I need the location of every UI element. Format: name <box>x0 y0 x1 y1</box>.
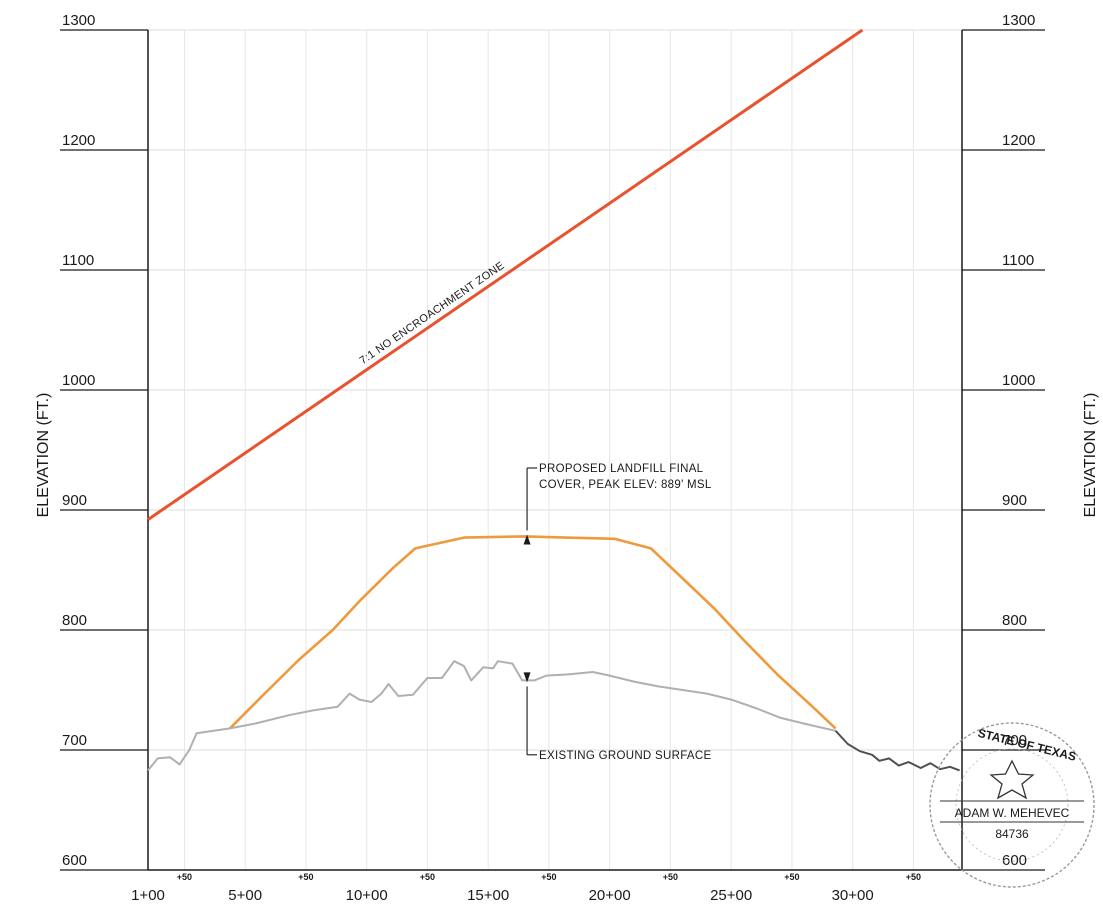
y-tick-label-left: 1100 <box>62 252 94 269</box>
series-line-ground-tail <box>834 730 960 772</box>
y-tick-label-left: 700 <box>62 732 87 749</box>
y-tick-label-right: 600 <box>1002 852 1027 869</box>
y-axis-title-right: ELEVATION (FT.) <box>1082 393 1099 518</box>
x-half-tick-label: +50 <box>784 872 799 882</box>
x-half-tick-label: +50 <box>298 872 313 882</box>
y-tick-label-left: 1000 <box>62 372 95 389</box>
y-tick-label-left: 1200 <box>62 132 95 149</box>
x-half-tick-label: +50 <box>906 872 921 882</box>
y-tick-label-right: 1300 <box>1002 12 1035 29</box>
y-axis-title-left: ELEVATION (FT.) <box>35 393 52 518</box>
y-tick-label-right: 1000 <box>1002 372 1035 389</box>
y-tick-label-right: 1100 <box>1002 252 1034 269</box>
x-tick-label: 10+00 <box>346 887 388 904</box>
series-lines <box>147 28 960 772</box>
y-tick-label-right: 700 <box>1002 732 1027 749</box>
callout-text-line: EXISTING GROUND SURFACE <box>539 750 711 762</box>
callout-cover: PROPOSED LANDFILL FINAL COVER, PEAK ELEV:… <box>523 463 712 545</box>
encroachment-zone-label: 7:1 NO ENCROACHMENT ZONE <box>358 260 507 367</box>
y-tick-label-right: 800 <box>1002 612 1027 629</box>
axes <box>147 30 963 871</box>
y-tick-label-right: 900 <box>1002 492 1027 509</box>
callout-ground: EXISTING GROUND SURFACE <box>523 672 711 762</box>
callout-text-line: PROPOSED LANDFILL FINAL <box>539 463 704 475</box>
y-tick-label-left: 900 <box>62 492 87 509</box>
x-tick-label: 25+00 <box>710 887 752 904</box>
seal-license-number: 84736 <box>995 827 1029 841</box>
x-half-tick-label: +50 <box>177 872 192 882</box>
y-tick-label-right: 1200 <box>1002 132 1035 149</box>
star-icon <box>989 759 1035 800</box>
callout-text-line: COVER, PEAK ELEV: 889' MSL <box>539 479 712 491</box>
x-half-tick-label: +50 <box>541 872 556 882</box>
y-tick-label-left: 600 <box>62 852 87 869</box>
series-line-encroachment <box>147 28 864 521</box>
x-half-tick-label: +50 <box>663 872 678 882</box>
x-tick-label: 20+00 <box>589 887 631 904</box>
x-tick-label: 1+00 <box>131 887 165 904</box>
y-tick-label-left: 1300 <box>62 12 95 29</box>
callout-arrowhead <box>523 672 531 683</box>
x-half-tick-label: +50 <box>420 872 435 882</box>
series-line-ground <box>147 660 836 772</box>
seal-name: ADAM W. MEHEVEC <box>955 806 1070 820</box>
x-tick-label: 5+00 <box>228 887 262 904</box>
series-line-cover <box>228 535 837 730</box>
x-tick-label: 30+00 <box>832 887 874 904</box>
y-tick-label-left: 800 <box>62 612 87 629</box>
x-tick-labels: 1+00 5+00 10+00 15+00 20+00 25+00 30+00 +50 +50 +… <box>131 872 921 904</box>
x-tick-label: 15+00 <box>467 887 509 904</box>
y-tick-labels: 600 600 700 700 800 800 900 900 1000 1000 1100 1100… <box>60 12 1045 871</box>
grid-lines <box>147 29 962 871</box>
callout-arrowhead <box>523 534 531 545</box>
